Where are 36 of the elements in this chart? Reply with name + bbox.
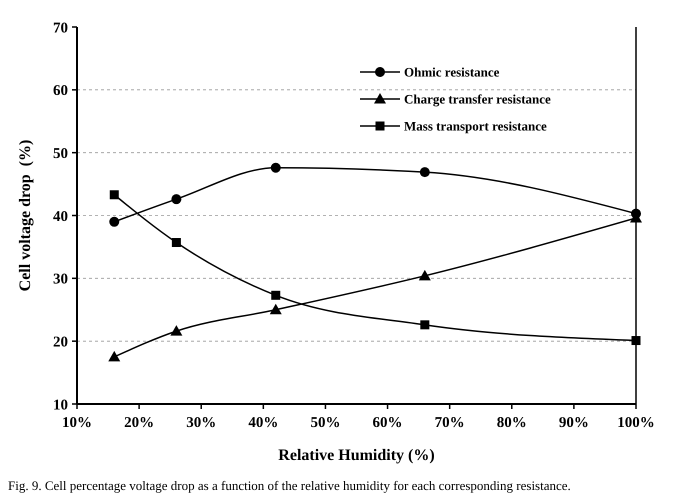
point xyxy=(418,270,431,280)
x-tick-label: 80% xyxy=(496,415,527,431)
point xyxy=(171,194,182,204)
x-axis-title: Relative Humidity (%) xyxy=(278,447,435,464)
x-tick-label: 20% xyxy=(124,415,154,431)
y-tick-label: 20 xyxy=(53,334,68,350)
legend-label: Charge transfer resistance xyxy=(404,92,552,107)
point xyxy=(270,304,282,314)
y-tick-label: 40 xyxy=(53,208,68,225)
point xyxy=(420,320,430,330)
point xyxy=(108,350,120,362)
x-tick-label: 70% xyxy=(434,415,465,431)
point xyxy=(172,238,181,248)
point xyxy=(420,167,430,178)
x-tick-label: 60% xyxy=(372,415,403,431)
y-tick-label: 50 xyxy=(53,146,68,162)
x-tick-label: 50% xyxy=(310,415,340,431)
x-tick-label: 100% xyxy=(617,415,655,431)
legend-label: Mass transport resistance xyxy=(404,118,547,134)
point xyxy=(109,216,120,227)
y-tick-label: 70 xyxy=(53,20,68,36)
x-tick-label: 90% xyxy=(558,415,589,431)
point xyxy=(271,290,280,300)
point xyxy=(632,336,640,346)
point xyxy=(270,162,281,173)
point xyxy=(110,190,119,200)
y-tick-label: 10 xyxy=(53,397,68,414)
x-tick-label: 40% xyxy=(248,415,278,431)
x-tick-label: 30% xyxy=(186,415,216,431)
caption: Fig. 9. Cell percentage voltage drop as a function of the relative humidity for each corresponding resistance. xyxy=(8,478,571,493)
y-tick-label: 60 xyxy=(53,83,68,100)
legend-label: Ohmic resistance xyxy=(404,64,500,80)
point xyxy=(170,325,182,336)
y-axis-title: Cell voltage drop (%) xyxy=(17,140,34,292)
x-tick-label: 10% xyxy=(62,415,92,431)
y-tick-label: 30 xyxy=(53,272,68,288)
